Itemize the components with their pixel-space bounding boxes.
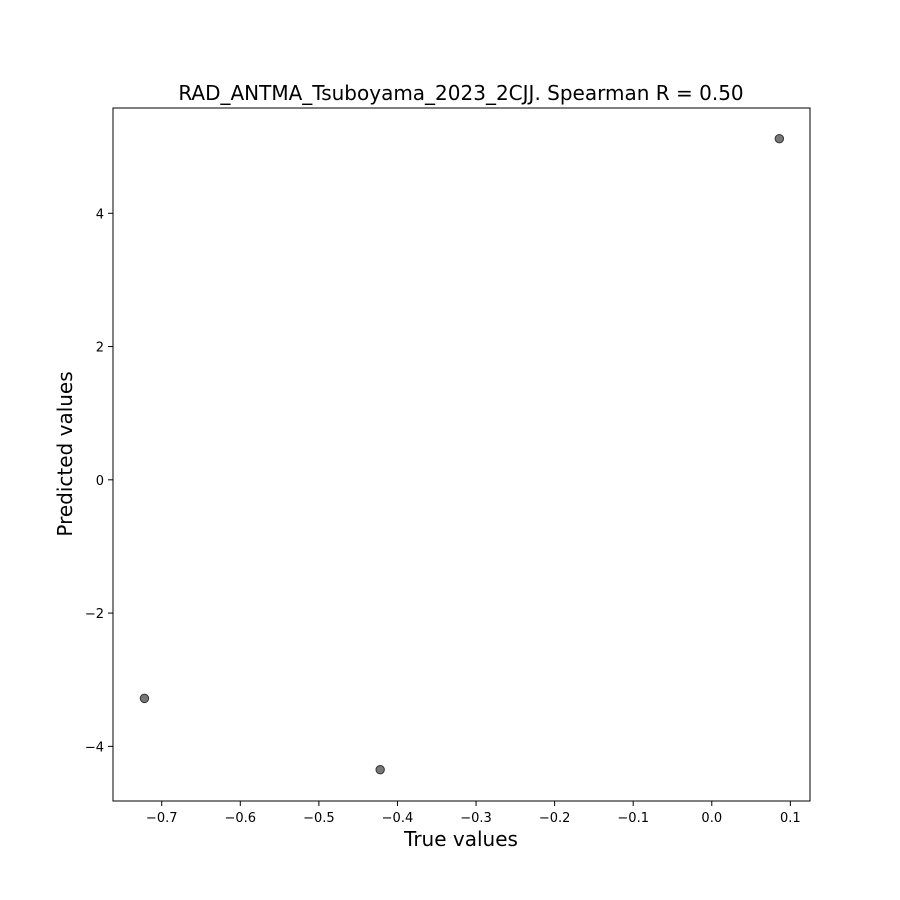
plot-frame xyxy=(112,107,811,802)
y-tick-label: 0 xyxy=(96,474,104,489)
data-point xyxy=(774,133,785,144)
x-tick-label: −0.1 xyxy=(617,811,649,826)
y-tick-label: 4 xyxy=(96,207,104,222)
x-tick-label: 0.0 xyxy=(701,811,722,826)
x-tick-label: −0.5 xyxy=(303,811,335,826)
plot-area: −0.7 −0.6 −0.5 −0.4 −0.3 −0.2 −0.1 0.0 0.1 −4 −2 0 2… xyxy=(85,107,811,826)
x-axis-label: True values xyxy=(403,827,518,851)
y-tick-label: −2 xyxy=(85,607,104,622)
chart-title: RAD_ANTMA_Tsuboyama_2023_2CJJ. Spearman … xyxy=(178,81,743,105)
x-tick-label: −0.4 xyxy=(382,811,414,826)
data-point xyxy=(375,764,385,775)
x-tick-label: 0.1 xyxy=(780,811,801,826)
data-point xyxy=(139,693,150,704)
y-axis-label: Predicted values xyxy=(53,371,77,536)
x-tick-label: −0.3 xyxy=(460,811,492,826)
x-tick-label: −0.6 xyxy=(225,811,257,826)
x-tick-label: −0.2 xyxy=(539,811,571,826)
y-tick-label: 2 xyxy=(96,341,104,356)
x-tick-label: −0.7 xyxy=(146,811,178,826)
y-tick-label: −4 xyxy=(85,740,104,755)
